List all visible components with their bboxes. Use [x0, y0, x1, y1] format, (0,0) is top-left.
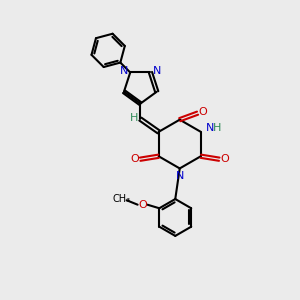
Text: O: O	[130, 154, 139, 164]
Text: O: O	[220, 154, 229, 164]
Text: N: N	[119, 66, 128, 76]
Text: O: O	[199, 107, 207, 117]
Text: O: O	[139, 200, 147, 210]
Text: H: H	[130, 112, 138, 123]
Text: N: N	[153, 66, 161, 76]
Text: N: N	[206, 123, 214, 133]
Text: H: H	[213, 123, 221, 133]
Text: CH₃: CH₃	[112, 194, 130, 204]
Text: N: N	[176, 171, 184, 181]
